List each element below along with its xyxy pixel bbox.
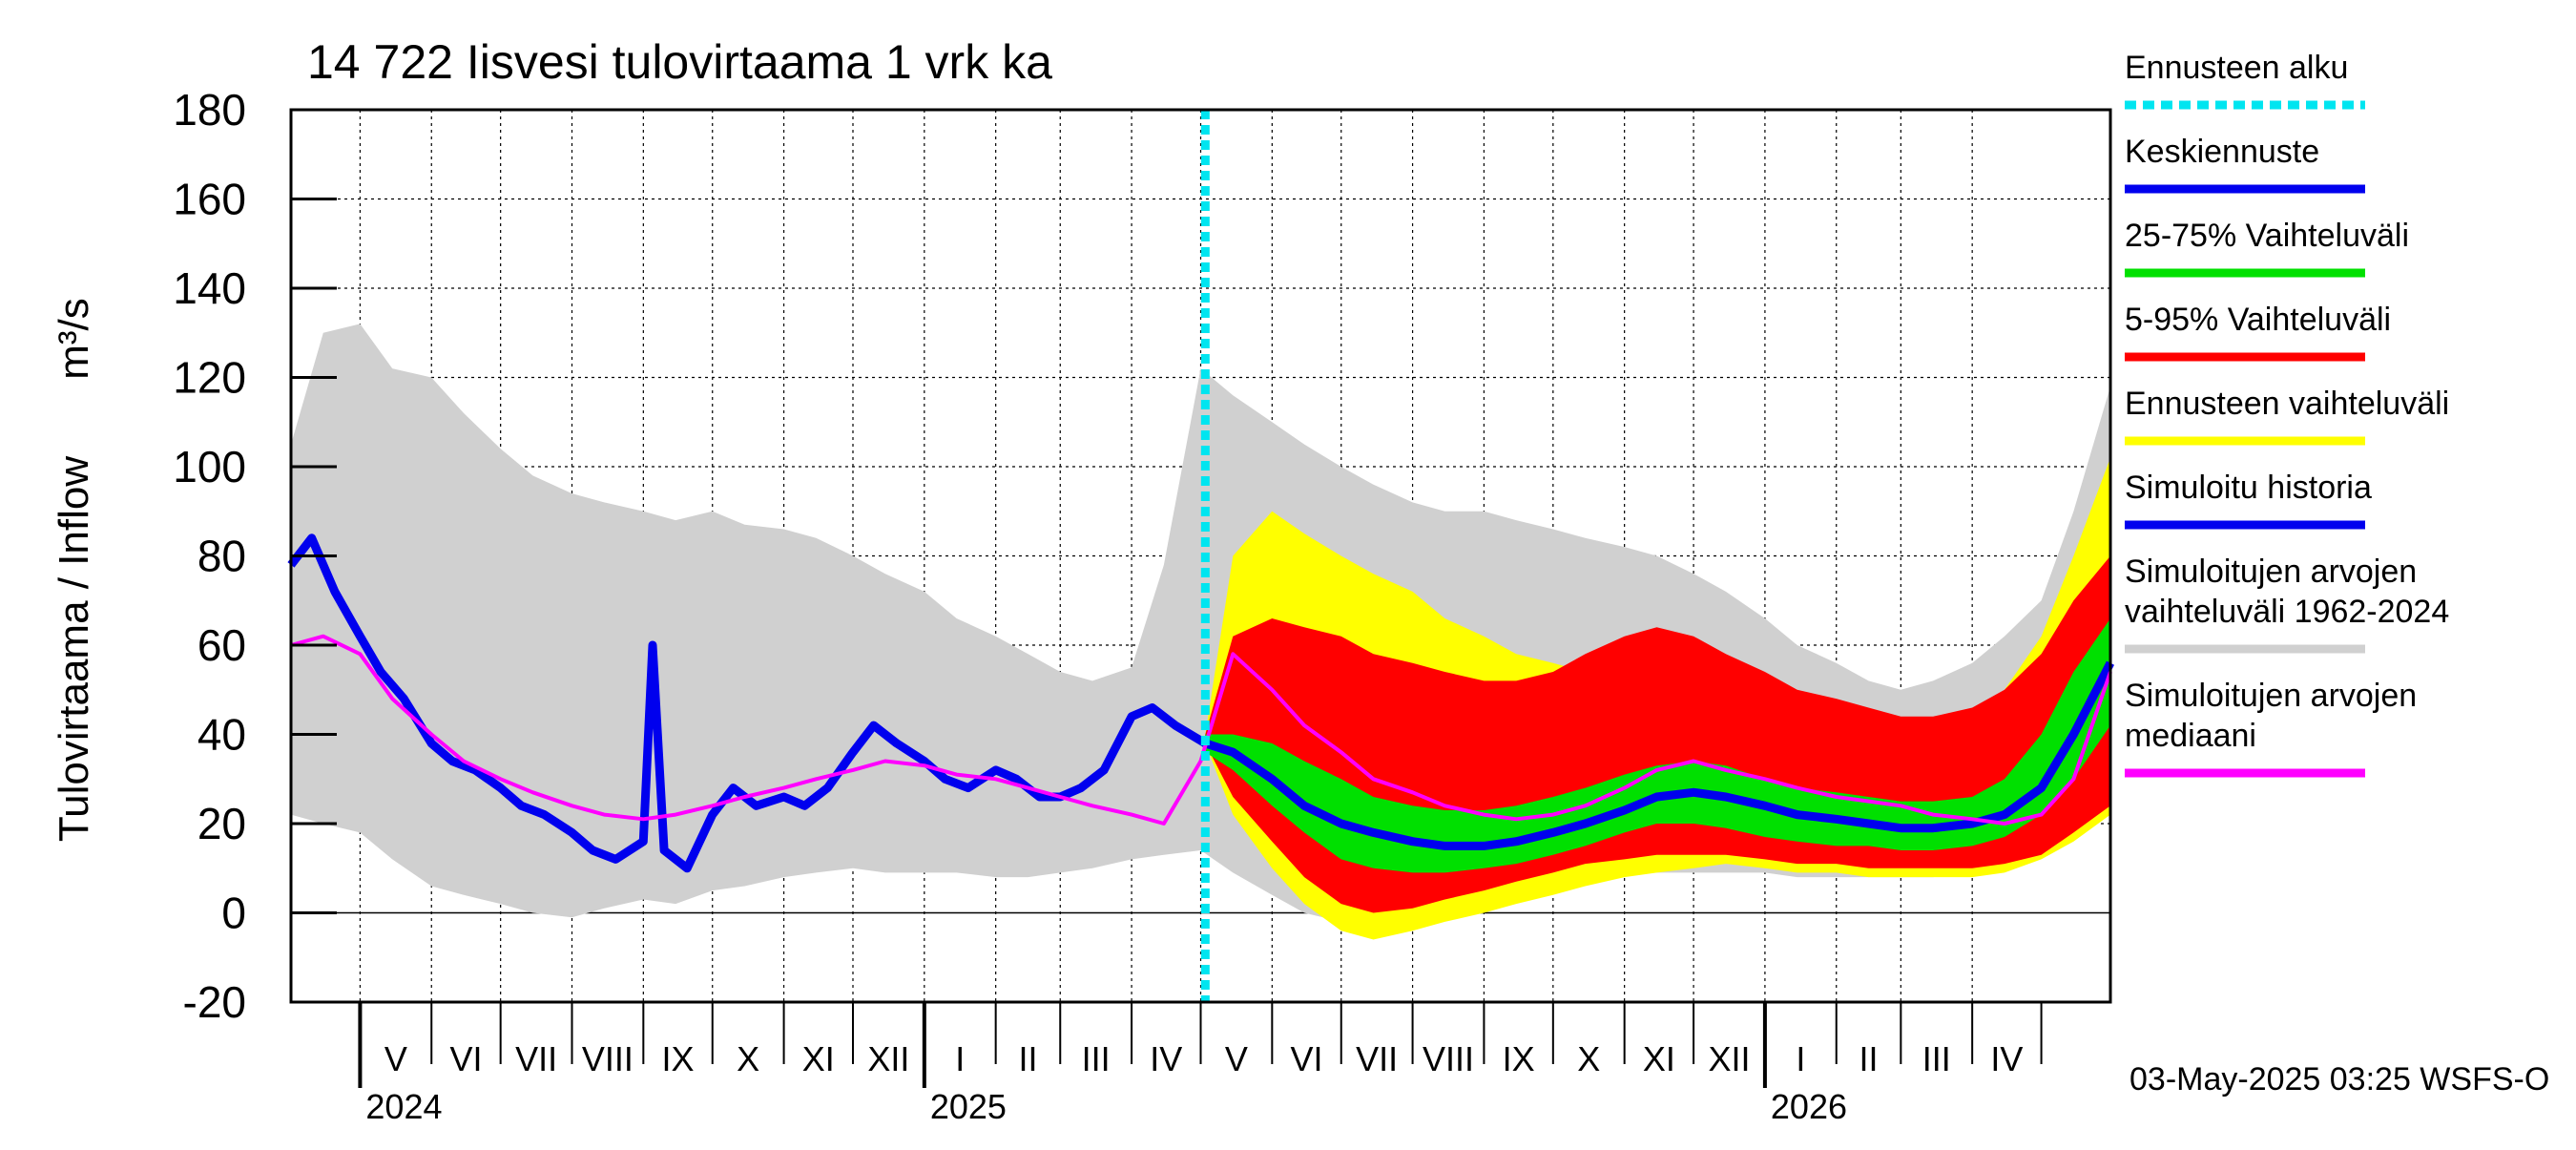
x-month-label: III	[1082, 1039, 1111, 1078]
legend-label: Keskiennuste	[2125, 134, 2319, 170]
y-tick-label: 140	[173, 263, 246, 313]
x-month-label: IX	[1503, 1039, 1535, 1078]
x-month-label: VIII	[1423, 1039, 1474, 1078]
x-month-label: VIII	[582, 1039, 634, 1078]
y-tick-label: 20	[197, 799, 246, 848]
y-tick-label: 180	[173, 85, 246, 135]
x-month-label: IV	[1150, 1039, 1182, 1078]
x-month-label: XII	[1708, 1039, 1750, 1078]
footer-timestamp: 03-May-2025 03:25 WSFS-O	[2129, 1061, 2549, 1098]
x-month-label: X	[737, 1039, 759, 1078]
x-month-label: VI	[1291, 1039, 1323, 1078]
legend-label: 25-75% Vaihteluväli	[2125, 218, 2409, 254]
chart-title: 14 722 Iisvesi tulovirtaama 1 vrk ka	[307, 35, 1052, 89]
x-month-label: X	[1577, 1039, 1600, 1078]
legend-label: Simuloitujen arvojen	[2125, 678, 2417, 714]
y-unit-label: m³/s	[51, 298, 97, 380]
y-tick-label: 40	[197, 710, 246, 760]
x-year-label: 2024	[365, 1087, 442, 1126]
y-tick-label: 100	[173, 442, 246, 491]
y-tick-label: 120	[173, 353, 246, 403]
legend-label: Simuloitu historia	[2125, 470, 2372, 506]
y-tick-label: 80	[197, 532, 246, 581]
x-month-label: I	[955, 1039, 965, 1078]
x-month-label: II	[1018, 1039, 1037, 1078]
x-month-label: IV	[1990, 1039, 2023, 1078]
x-month-label: V	[1225, 1039, 1248, 1078]
legend-label: mediaani	[2125, 718, 2256, 754]
legend-label: 5-95% Vaihteluväli	[2125, 302, 2391, 338]
legend-label: Simuloitujen arvojen	[2125, 554, 2417, 590]
x-month-label: VII	[515, 1039, 557, 1078]
y-tick-label: -20	[183, 977, 246, 1027]
x-month-label: VII	[1356, 1039, 1398, 1078]
x-month-label: I	[1796, 1039, 1805, 1078]
legend-label: Ennusteen vaihteluväli	[2125, 386, 2449, 422]
line-simuloitujen-arvojen-mediaani	[290, 634, 2112, 826]
legend-label: vaihteluväli 1962-2024	[2125, 594, 2449, 630]
y-tick-label: 60	[197, 620, 246, 670]
plot-frame	[289, 108, 2112, 1004]
x-month-label: II	[1859, 1039, 1879, 1078]
x-year-label: 2026	[1771, 1087, 1847, 1126]
y-tick-label: 160	[173, 175, 246, 224]
y-axis-label: Tulovirtaama / Inflow	[51, 456, 97, 843]
series-lines	[287, 110, 2114, 1002]
line-keskiennuste	[1203, 660, 2114, 850]
x-year-label: 2025	[930, 1087, 1007, 1126]
x-month-label: XI	[802, 1039, 835, 1078]
legend: Ennusteen alku Keskiennuste 25-75% Vaihtel…	[2125, 50, 2449, 778]
legend-label: Ennusteen alku	[2125, 50, 2348, 86]
band-25-75-vaihteluv-li	[1205, 618, 2110, 873]
y-tick-label: 0	[221, 889, 246, 938]
x-month-label: XII	[867, 1039, 909, 1078]
x-month-label: XI	[1643, 1039, 1675, 1078]
x-month-label: IX	[662, 1039, 695, 1078]
line-simuloitu-historia	[287, 533, 1208, 873]
x-month-label: V	[384, 1039, 407, 1078]
x-month-label: VI	[449, 1039, 482, 1078]
x-month-label: III	[1922, 1039, 1951, 1078]
